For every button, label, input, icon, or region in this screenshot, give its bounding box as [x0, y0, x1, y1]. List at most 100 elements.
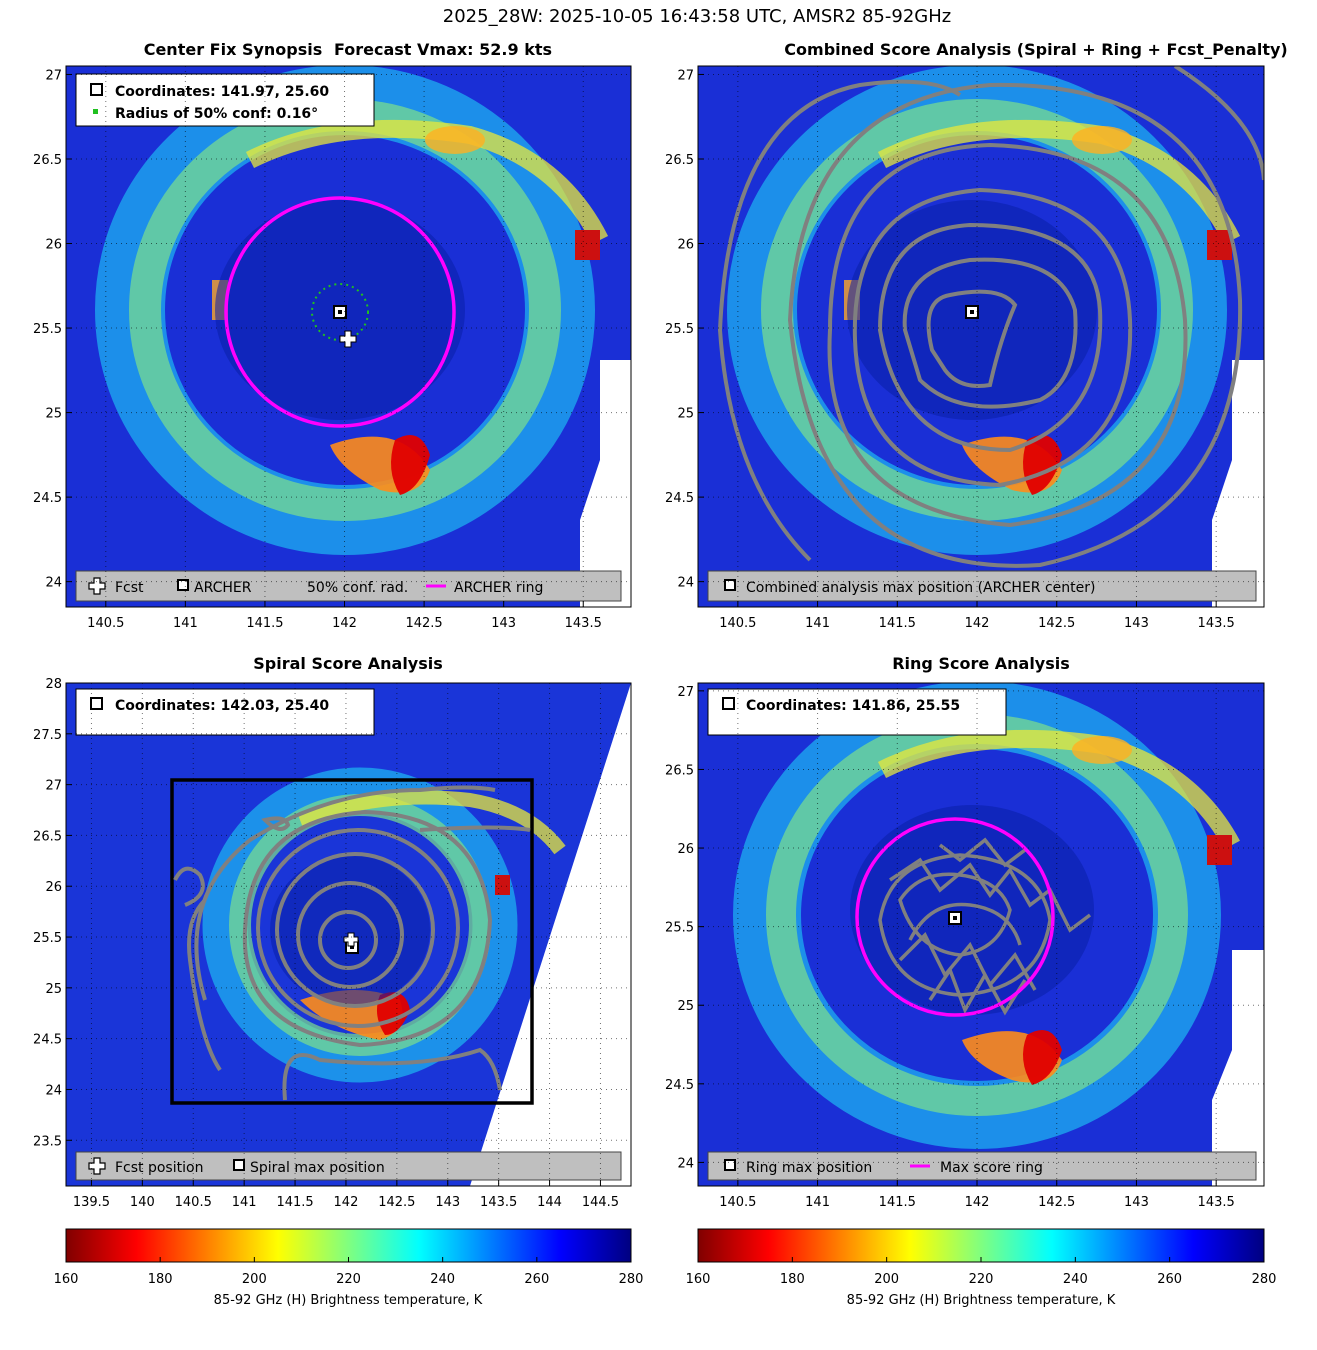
y-tick-label: 23.5: [33, 1134, 62, 1149]
panel-title: Center Fix Synopsis: [144, 40, 323, 59]
x-tick-label: 140.5: [175, 1195, 212, 1210]
x-tick-label: 142.5: [405, 616, 442, 631]
colorbar-tick-label: 160: [686, 1272, 711, 1287]
panel-spiral: Spiral Score Analysis: [33, 654, 632, 1210]
y-tick-label: 24.5: [665, 491, 694, 506]
panel-title: Spiral Score Analysis: [253, 654, 443, 673]
x-tick-label: 143.5: [1198, 616, 1235, 631]
legend-entry: Fcst position: [115, 1160, 203, 1176]
info-line: Coordinates: 141.86, 25.55: [746, 698, 960, 714]
y-tick-label: 25.5: [33, 322, 62, 337]
x-tick-label: 143: [435, 1195, 460, 1210]
legend: Ring max position Max score ring: [707, 1151, 1257, 1181]
x-tick-label: 140: [130, 1195, 155, 1210]
x-tick-label: 141.5: [276, 1195, 313, 1210]
x-tick-label: 143: [1124, 1195, 1149, 1210]
colorbar-tick-label: 160: [54, 1272, 79, 1287]
colorbar-tick-label: 220: [969, 1272, 994, 1287]
colorbar-tick-label: 260: [1157, 1272, 1182, 1287]
y-tick-label: 26: [45, 238, 62, 253]
x-tick-label: 141.5: [879, 1195, 916, 1210]
y-tick-label: 25.5: [665, 921, 694, 936]
plot-frame: [65, 682, 632, 1187]
panel-center-fix: Center Fix Synopsis Forecast Vmax: 52.9 …: [33, 40, 632, 631]
x-tick-label: 142: [334, 1195, 359, 1210]
x-tick-label: 143: [491, 616, 516, 631]
x-tick-label: 142: [332, 616, 357, 631]
axes: 140.5 141 141.5 142 142.5 143 143.5 24 24.5 25 25.…: [665, 683, 1264, 1210]
spiral-max-legend-icon: [233, 1159, 245, 1171]
y-tick-label: 25: [677, 999, 694, 1014]
colorbar-tick-label: 280: [1252, 1272, 1277, 1287]
y-tick-label: 25.5: [33, 931, 62, 946]
y-tick-label: 25.5: [665, 322, 694, 337]
axes: 140.5 141 141.5 142 142.5 143 143.5 24 24.5 25 25.…: [665, 66, 1264, 631]
legend-entry: Fcst: [115, 580, 144, 596]
plot-frame: [65, 65, 632, 608]
x-tick-label: 141: [805, 1195, 830, 1210]
plot-area: [66, 683, 631, 1186]
x-tick-label: 141.5: [879, 616, 916, 631]
y-tick-label: 27: [677, 685, 694, 700]
colorbar-tick-label: 240: [430, 1272, 455, 1287]
y-tick-label: 27: [677, 68, 694, 83]
y-tick-label: 28: [45, 677, 62, 692]
legend-entry: ARCHER ring: [454, 580, 543, 596]
plot-frame: [697, 65, 1265, 608]
y-tick-label: 27: [45, 779, 62, 794]
legend-entry: Ring max position: [746, 1160, 872, 1176]
y-tick-label: 24.5: [33, 491, 62, 506]
legend-entry: Spiral max position: [250, 1160, 385, 1176]
colorbar-tick-label: 180: [780, 1272, 805, 1287]
colorbar-tick-label: 180: [148, 1272, 173, 1287]
info-line: Coordinates: 141.97, 25.60: [115, 84, 329, 100]
score-contours: [173, 785, 531, 1101]
colorbar-tick-label: 220: [336, 1272, 361, 1287]
fcst-legend-icon: [88, 577, 106, 595]
y-tick-label: 26.5: [665, 153, 694, 168]
combined-max-legend-icon: [724, 579, 736, 591]
spiral-search-box: [170, 778, 534, 1105]
colorbar-tick-label: 240: [1063, 1272, 1088, 1287]
y-tick-label: 24: [677, 1156, 694, 1171]
x-tick-label: 140.5: [719, 1195, 756, 1210]
archer-legend-icon: [177, 579, 189, 591]
ring-max-legend-icon: [724, 1159, 736, 1171]
colorbar-tick-label: 200: [874, 1272, 899, 1287]
colorbar-left: 160 180 200 220 240 260 280 85-92 GHz (H) Brig…: [54, 1228, 643, 1308]
fcst-marker: [339, 330, 357, 348]
x-tick-label: 142.5: [378, 1195, 415, 1210]
ring-max-icon: [722, 697, 735, 710]
score-contours: [878, 837, 1092, 1016]
y-tick-label: 25: [677, 407, 694, 422]
score-contours: [717, 66, 1264, 568]
x-tick-label: 144: [537, 1195, 562, 1210]
x-tick-label: 140.5: [719, 616, 756, 631]
y-tick-label: 24: [45, 1083, 62, 1098]
legend: Combined analysis max position (ARCHER c…: [707, 570, 1257, 602]
x-tick-label: 144.5: [582, 1195, 619, 1210]
legend-entry: ARCHER: [194, 580, 252, 596]
x-tick-label: 143.5: [1198, 1195, 1235, 1210]
x-tick-label: 141: [232, 1195, 257, 1210]
x-tick-label: 142.5: [1038, 616, 1075, 631]
spiral-max-icon: [90, 697, 103, 710]
x-tick-label: 140.5: [87, 616, 124, 631]
plot-area: [698, 66, 1264, 607]
x-tick-label: 143.5: [565, 616, 602, 631]
y-tick-label: 26: [45, 880, 62, 895]
y-tick-label: 24.5: [665, 1078, 694, 1093]
plot-area: [698, 683, 1264, 1186]
x-tick-label: 143: [1124, 616, 1149, 631]
ring-max-marker-dot: [953, 916, 957, 920]
y-tick-label: 26: [677, 842, 694, 857]
info-box: Coordinates: 141.97, 25.60 Radius of 50%…: [75, 73, 375, 127]
axes: 140.5 141 141.5 142 142.5 143 143.5 24 24.5 25 25.…: [33, 66, 631, 631]
colorbar-right: 160 180 200 220 240 260 280 85-92 GHz (H) Brig…: [686, 1228, 1277, 1308]
x-tick-label: 142: [965, 616, 990, 631]
panel-title-vmax: Forecast Vmax: 52.9 kts: [334, 40, 552, 59]
legend-entry: 50% conf. rad.: [307, 580, 408, 596]
info-line: Coordinates: 142.03, 25.40: [115, 698, 329, 714]
archer-center-marker-dot: [338, 310, 342, 314]
